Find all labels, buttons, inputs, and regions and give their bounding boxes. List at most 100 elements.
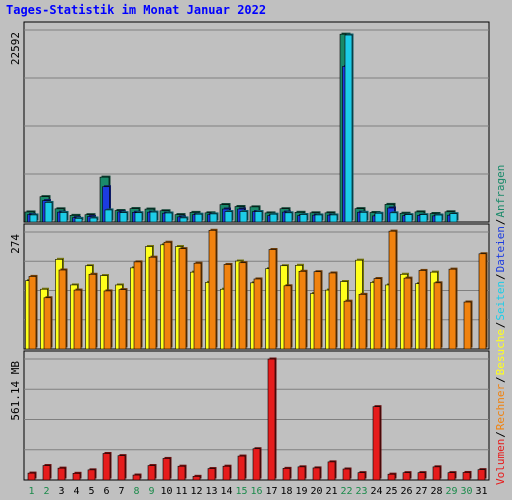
- legend-item-besuche: Besuche: [494, 329, 507, 375]
- x-tick-label: 14: [220, 486, 232, 497]
- bar-rechner-day-8: [133, 261, 142, 350]
- bar-rechner-day-3: [58, 269, 67, 350]
- bar-volumen-day-10: [162, 458, 171, 481]
- bar-seiten-day-10: [164, 212, 173, 223]
- bar-seiten-day-20: [314, 214, 323, 223]
- bar-seiten-day-3: [59, 212, 68, 223]
- bar-volumen-day-9: [147, 465, 156, 481]
- x-tick-label: 9: [148, 486, 154, 497]
- bar-rechner-day-9: [148, 256, 157, 350]
- bar-seiten-day-2: [44, 202, 53, 223]
- bar-rechner-day-17: [268, 249, 277, 350]
- bar-rechner-day-12: [193, 262, 202, 350]
- bar-seiten-day-18: [284, 212, 293, 223]
- bar-volumen-day-22: [342, 468, 351, 481]
- bar-volumen-day-25: [387, 473, 396, 481]
- bar-seiten-day-15: [239, 211, 248, 223]
- bar-seiten-day-4: [74, 218, 83, 223]
- x-tick-label: 31: [475, 486, 487, 497]
- bar-seiten-day-16: [254, 211, 263, 223]
- bar-seiten-day-17: [269, 213, 278, 223]
- x-tick-label: 3: [58, 486, 64, 497]
- bar-volumen-day-28: [432, 466, 441, 481]
- x-tick-label: 5: [88, 486, 94, 497]
- bar-rechner-day-30: [463, 301, 472, 350]
- bar-rechner-day-31: [478, 253, 487, 350]
- x-tick-label: 20: [310, 486, 322, 497]
- x-tick-label: 28: [430, 486, 442, 497]
- bar-seiten-day-8: [134, 212, 143, 223]
- bar-rechner-day-2: [43, 297, 52, 350]
- bar-rechner-day-26: [403, 277, 412, 350]
- bar-rechner-day-22: [343, 300, 352, 350]
- bar-seiten-day-21: [329, 214, 338, 223]
- bar-seiten-day-11: [179, 217, 188, 223]
- legend-separator: /: [494, 376, 507, 383]
- chart-title: Tages-Statistik im Monat Januar 2022: [6, 3, 267, 17]
- bar-rechner-day-29: [448, 268, 457, 350]
- x-tick-label: 29: [445, 486, 457, 497]
- bar-rechner-day-25: [388, 230, 397, 350]
- legend-item-seiten: Seiten: [494, 281, 507, 321]
- bar-rechner-day-23: [358, 294, 367, 350]
- x-tick-label: 24: [370, 486, 382, 497]
- legend-item-anfragen: Anfragen: [494, 165, 507, 218]
- bar-seiten-day-1: [29, 214, 38, 223]
- bar-rechner-day-6: [103, 290, 112, 350]
- legend-item-volumen: Volumen: [494, 439, 507, 485]
- bar-volumen-day-12: [192, 476, 201, 481]
- bar-rechner-day-14: [223, 264, 232, 350]
- bar-rechner-day-1: [28, 276, 37, 350]
- x-tick-label: 19: [295, 486, 307, 497]
- bar-volumen-day-27: [417, 472, 426, 481]
- bar-volumen-day-15: [237, 455, 246, 481]
- bar-rechner-day-27: [418, 270, 427, 350]
- bar-volumen-day-20: [312, 467, 321, 481]
- legend-item-dateien: Dateien: [494, 226, 507, 272]
- bar-seiten-day-26: [404, 214, 413, 223]
- x-tick-label: 4: [73, 486, 79, 497]
- x-tick-label: 22: [340, 486, 352, 497]
- bar-volumen-day-11: [177, 465, 186, 481]
- bar-volumen-day-7: [117, 455, 126, 481]
- bar-volumen-day-16: [252, 448, 261, 481]
- bar-seiten-day-29: [449, 213, 458, 223]
- x-tick-label: 8: [133, 486, 139, 497]
- bar-rechner-day-15: [238, 262, 247, 350]
- bar-volumen-day-1: [27, 472, 36, 481]
- legend-separator: /: [494, 322, 507, 329]
- x-tick-label: 10: [160, 486, 172, 497]
- bar-seiten-day-6: [104, 209, 113, 223]
- x-tick-label: 27: [415, 486, 427, 497]
- bar-volumen-day-24: [372, 406, 381, 481]
- x-tick-label: 15: [235, 486, 247, 497]
- bar-volumen-day-31: [477, 469, 486, 481]
- bar-volumen-day-19: [297, 466, 306, 481]
- y-max-label-panel-2: 274: [9, 234, 22, 254]
- bar-seiten-day-7: [119, 212, 128, 223]
- x-tick-label: 25: [385, 486, 397, 497]
- bar-seiten-day-28: [434, 214, 443, 223]
- bar-volumen-day-21: [327, 461, 336, 481]
- bar-rechner-day-16: [253, 278, 262, 350]
- legend-separator: /: [494, 219, 507, 226]
- x-tick-label: 16: [250, 486, 262, 497]
- bar-seiten-day-24: [374, 212, 383, 223]
- x-tick-label: 17: [265, 486, 277, 497]
- bar-volumen-day-30: [462, 472, 471, 481]
- legend-separator: /: [494, 431, 507, 438]
- bar-volumen-day-23: [357, 472, 366, 481]
- bar-volumen-day-13: [207, 468, 216, 481]
- bar-volumen-day-8: [132, 474, 141, 481]
- x-tick-label: 26: [400, 486, 412, 497]
- y-max-label-panel-3: 561.14 MB: [9, 361, 22, 421]
- bar-seiten-day-13: [209, 213, 218, 223]
- x-tick-label: 11: [175, 486, 187, 497]
- x-tick-label: 30: [460, 486, 472, 497]
- bar-rechner-day-4: [73, 289, 82, 350]
- bar-volumen-day-3: [57, 467, 66, 481]
- x-tick-label: 12: [190, 486, 202, 497]
- bar-seiten-day-14: [224, 211, 233, 223]
